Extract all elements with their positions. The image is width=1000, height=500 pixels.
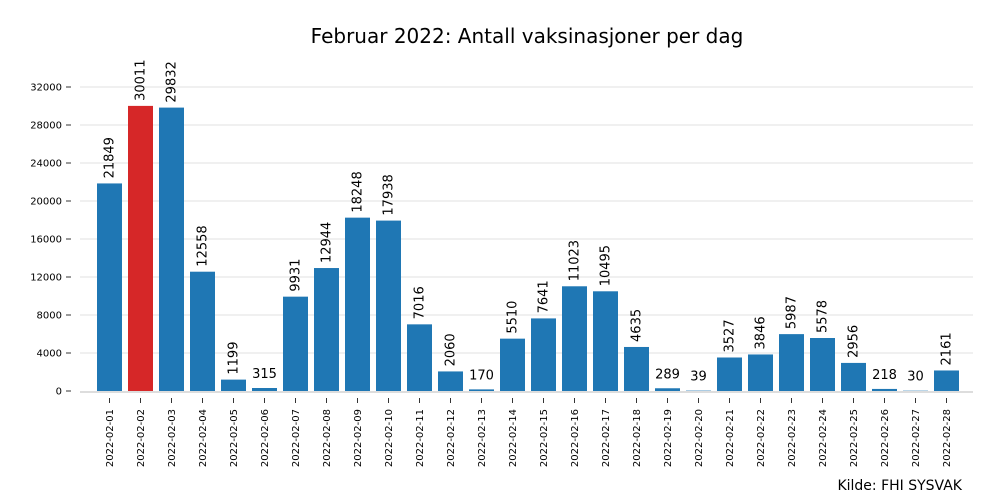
y-tick-label: 24000 — [30, 159, 62, 170]
x-tick-label: 2022-02-04 — [198, 409, 209, 467]
data-label: 12558 — [196, 225, 211, 266]
bar — [531, 318, 556, 391]
y-tick-label: 28000 — [30, 121, 62, 132]
x-tick-label: 2022-02-19 — [663, 409, 674, 467]
data-label: 218 — [872, 368, 897, 383]
x-tick-label: 2022-02-09 — [353, 409, 364, 467]
x-tick-label: 2022-02-25 — [849, 409, 860, 467]
data-label: 21849 — [103, 137, 118, 178]
bar — [717, 357, 742, 391]
y-tick-label: 32000 — [30, 83, 62, 94]
bar — [810, 338, 835, 391]
data-label: 289 — [655, 367, 680, 382]
data-label: 11023 — [568, 240, 583, 281]
bar — [97, 183, 122, 391]
x-tick-label: 2022-02-18 — [632, 409, 643, 467]
x-tick-label: 2022-02-10 — [384, 409, 395, 467]
data-label: 4635 — [630, 309, 645, 342]
y-tick-label: 0 — [56, 387, 62, 398]
bar — [779, 334, 804, 391]
x-tick-label: 2022-02-28 — [942, 409, 953, 467]
bar — [159, 107, 184, 391]
data-label: 9931 — [289, 259, 304, 292]
data-label: 7641 — [537, 280, 552, 313]
x-tick-label: 2022-02-21 — [725, 409, 736, 467]
x-tick-label: 2022-02-27 — [911, 409, 922, 467]
x-tick-label: 2022-02-16 — [570, 409, 581, 467]
data-label: 30011 — [134, 60, 149, 101]
x-tick-label: 2022-02-03 — [167, 409, 178, 467]
data-label: 30 — [907, 370, 924, 385]
data-label: 1199 — [227, 342, 242, 375]
bar — [221, 379, 246, 391]
bars — [97, 105, 959, 391]
data-label: 10495 — [599, 245, 614, 286]
data-label: 2956 — [847, 325, 862, 358]
data-label: 18248 — [351, 171, 366, 212]
bar — [376, 220, 401, 391]
x-tick-label: 2022-02-20 — [694, 409, 705, 467]
data-labels: 21849 30011 29832 12558 1199 315 9931 12944 1824… — [103, 60, 955, 385]
x-tick-label: 2022-02-07 — [291, 409, 302, 467]
bar — [190, 271, 215, 391]
gridlines — [80, 86, 973, 354]
bar — [345, 217, 370, 391]
data-label: 5510 — [506, 301, 521, 334]
x-tick-label: 2022-02-06 — [260, 409, 271, 467]
data-label: 3846 — [754, 316, 769, 349]
bar — [934, 370, 959, 391]
x-tick-label: 2022-02-17 — [601, 409, 612, 467]
bar — [562, 286, 587, 391]
data-label: 17938 — [382, 174, 397, 215]
data-label: 170 — [469, 368, 494, 383]
x-tick-label: 2022-02-23 — [787, 409, 798, 467]
y-tick-label: 12000 — [30, 273, 62, 284]
x-tick-label: 2022-02-13 — [477, 409, 488, 467]
bar — [128, 105, 153, 391]
data-label: 315 — [252, 367, 277, 382]
bar — [283, 296, 308, 391]
x-tick-label: 2022-02-02 — [136, 409, 147, 467]
bar — [655, 388, 680, 391]
x-tick-label: 2022-02-22 — [756, 409, 767, 467]
x-tick-label: 2022-02-08 — [322, 409, 333, 467]
x-tick-label: 2022-02-14 — [508, 409, 519, 467]
x-tick-label: 2022-02-11 — [415, 409, 426, 467]
x-tick-label: 2022-02-12 — [446, 409, 457, 467]
bar — [252, 388, 277, 391]
data-label: 3527 — [723, 319, 738, 352]
chart-title: Februar 2022: Antall vaksinasjoner per d… — [311, 24, 744, 48]
data-label: 5987 — [785, 296, 800, 329]
x-tick-label: 2022-02-26 — [880, 409, 891, 467]
x-tick-label: 2022-02-15 — [539, 409, 550, 467]
data-label: 7016 — [413, 286, 428, 319]
bar — [438, 371, 463, 391]
source-note: Kilde: FHI SYSVAK — [837, 478, 962, 494]
x-tick-label: 2022-02-01 — [105, 409, 116, 467]
x-tick-label: 2022-02-24 — [818, 409, 829, 467]
bar — [593, 291, 618, 391]
bar — [748, 354, 773, 391]
bar — [624, 346, 649, 391]
bar — [500, 338, 525, 391]
y-tick-label: 20000 — [30, 197, 62, 208]
data-label: 2161 — [940, 332, 955, 365]
y-tick-label: 8000 — [37, 311, 62, 322]
y-tick-label: 16000 — [30, 235, 62, 246]
y-axis: 0 4000 8000 12000 16000 20000 24000 28000 32000 — [30, 83, 973, 398]
data-label: 2060 — [444, 333, 459, 366]
bar — [469, 389, 494, 391]
y-tick-label: 4000 — [37, 349, 62, 360]
x-axis: 2022-02-01 2022-02-02 2022-02-03 2022-02-04… — [105, 398, 953, 467]
bar — [407, 324, 432, 391]
data-label: 29832 — [165, 61, 180, 102]
data-label: 12944 — [320, 222, 335, 263]
data-label: 39 — [690, 370, 707, 385]
x-tick-label: 2022-02-05 — [229, 409, 240, 467]
data-label: 5578 — [816, 300, 831, 333]
bar — [841, 362, 866, 391]
bar — [314, 268, 339, 391]
bar — [872, 388, 897, 391]
